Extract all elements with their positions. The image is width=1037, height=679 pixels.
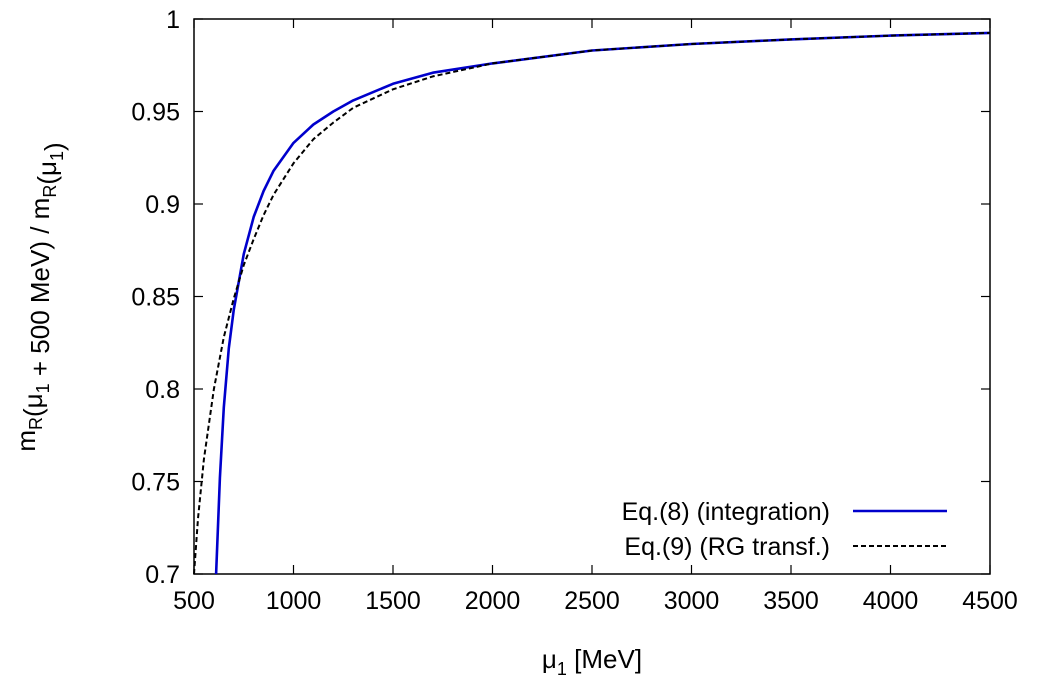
y-tick-label: 0.7 <box>145 561 180 589</box>
y-label-part: + 500 MeV) / m <box>25 198 55 384</box>
y-label-part: ) <box>39 142 69 151</box>
y-label-sub: 1 <box>47 151 67 161</box>
x-tick-labels: 500 1000 1500 2000 2500 3000 3500 4000 4500 <box>173 587 1018 615</box>
x-tick-label: 2000 <box>465 587 521 615</box>
series-line-1 <box>193 31 991 575</box>
y-label-part: (μ <box>32 161 62 185</box>
series-lines <box>193 31 991 575</box>
y-tick-label: 1 <box>166 6 180 34</box>
x-label-tail: [MeV] <box>567 644 642 674</box>
y-tick-label: 0.9 <box>145 191 180 219</box>
x-tick-label: 4500 <box>962 587 1018 615</box>
x-label-sub: 1 <box>557 659 567 679</box>
x-axis-label: μ1 [MeV] <box>542 644 642 679</box>
y-tick-label: 0.85 <box>131 284 180 312</box>
series-line-0 <box>214 31 991 575</box>
y-tick-label: 0.8 <box>145 376 180 404</box>
x-tick-label: 4000 <box>863 587 919 615</box>
axis-ticks <box>193 18 991 575</box>
x-tick-label: 2500 <box>564 587 620 615</box>
x-tick-label: 3000 <box>664 587 720 615</box>
y-label-part: (μ <box>18 393 48 417</box>
x-tick-label: 500 <box>173 587 215 615</box>
y-label-sub: 1 <box>33 383 53 393</box>
y-label-sub: R <box>26 417 46 430</box>
x-label-base: μ <box>542 644 557 674</box>
y-label-sub: R <box>40 185 60 198</box>
y-tick-label: 0.95 <box>131 99 180 127</box>
y-tick-label: 0.75 <box>131 469 180 497</box>
legend: Eq.(8) (integration) Eq.(9) (RG transf.) <box>622 498 947 561</box>
legend-label-rg-transf: Eq.(9) (RG transf.) <box>624 533 830 561</box>
plot-frame <box>193 18 991 575</box>
legend-label-integration: Eq.(8) (integration) <box>622 498 830 526</box>
y-label-part: m <box>11 430 41 452</box>
x-tick-label: 1500 <box>365 587 421 615</box>
y-axis-label: mR(μ1 + 500 MeV) / mR(μ1) <box>11 142 69 451</box>
x-tick-label: 3500 <box>763 587 819 615</box>
y-tick-labels: 0.7 0.75 0.8 0.85 0.9 0.95 1 <box>131 6 180 589</box>
x-tick-label: 1000 <box>266 587 322 615</box>
